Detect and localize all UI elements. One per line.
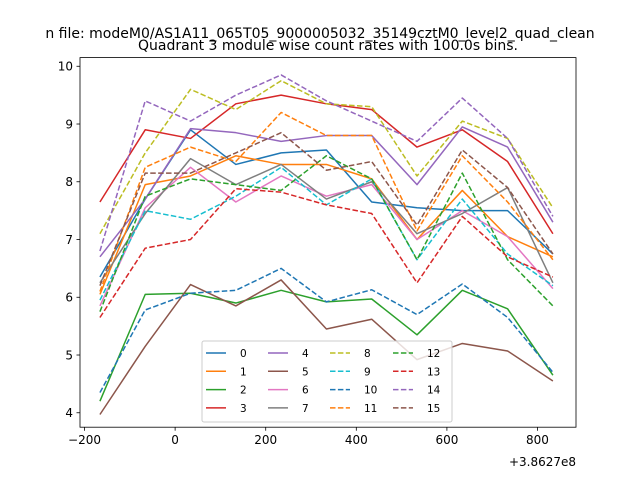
series-line-5	[99, 279, 554, 415]
legend-label-13: 13	[427, 366, 440, 378]
series-line-8	[99, 79, 554, 235]
y-tick-label: 9	[65, 117, 73, 131]
legend-label-5: 5	[302, 366, 309, 378]
series-line-12	[99, 155, 554, 312]
series-line-6	[99, 166, 554, 307]
legend-label-9: 9	[364, 366, 371, 378]
x-tick-label: 600	[435, 433, 458, 447]
series-line-11	[99, 111, 554, 292]
series-line-7	[99, 157, 554, 284]
x-tick-label: 800	[526, 433, 549, 447]
x-tick-label: 0	[171, 433, 179, 447]
legend-label-15: 15	[427, 403, 440, 415]
y-tick-label: 6	[65, 291, 73, 305]
legend-label-2: 2	[240, 385, 247, 397]
chart-title: Quadrant 3 module wise count rates with …	[138, 38, 518, 54]
series-line-14	[99, 74, 554, 252]
series-line-10	[99, 267, 554, 393]
chart-suptitle: n file: modeM0/AS1A11_065T05_9000005032_…	[45, 26, 594, 42]
series-layer	[99, 74, 554, 415]
series-line-4	[99, 126, 554, 258]
y-tick-label: 7	[65, 233, 73, 247]
series-line-0	[99, 129, 554, 278]
legend-label-14: 14	[427, 385, 441, 397]
legend-label-1: 1	[240, 366, 247, 378]
legend-frame	[201, 340, 453, 423]
legend-label-0: 0	[240, 348, 247, 360]
x-tick-label: 200	[254, 433, 277, 447]
y-tick-label: 4	[65, 406, 73, 420]
y-tick-label: 10	[58, 60, 73, 74]
legend-label-6: 6	[302, 385, 309, 397]
legend-label-8: 8	[364, 348, 371, 360]
legend-label-3: 3	[240, 403, 247, 415]
series-line-13	[99, 187, 554, 318]
plot-area-frame	[79, 57, 577, 428]
x-axis-offset-label: +3.8627e8	[509, 455, 576, 469]
legend-label-7: 7	[302, 403, 309, 415]
y-axis: 4 5 6 7 8 9 10	[58, 60, 80, 420]
legend-label-4: 4	[302, 348, 309, 360]
legend-label-11: 11	[364, 403, 377, 415]
series-line-15	[99, 131, 554, 286]
x-axis: −200 0 200 400 600 800	[68, 427, 549, 447]
y-tick-label: 5	[65, 348, 73, 362]
x-tick-label: −200	[68, 433, 101, 447]
series-line-1	[99, 155, 554, 295]
x-tick-label: 400	[345, 433, 368, 447]
legend-label-10: 10	[364, 385, 377, 397]
y-tick-label: 8	[65, 175, 73, 189]
legend-label-12: 12	[427, 348, 440, 360]
